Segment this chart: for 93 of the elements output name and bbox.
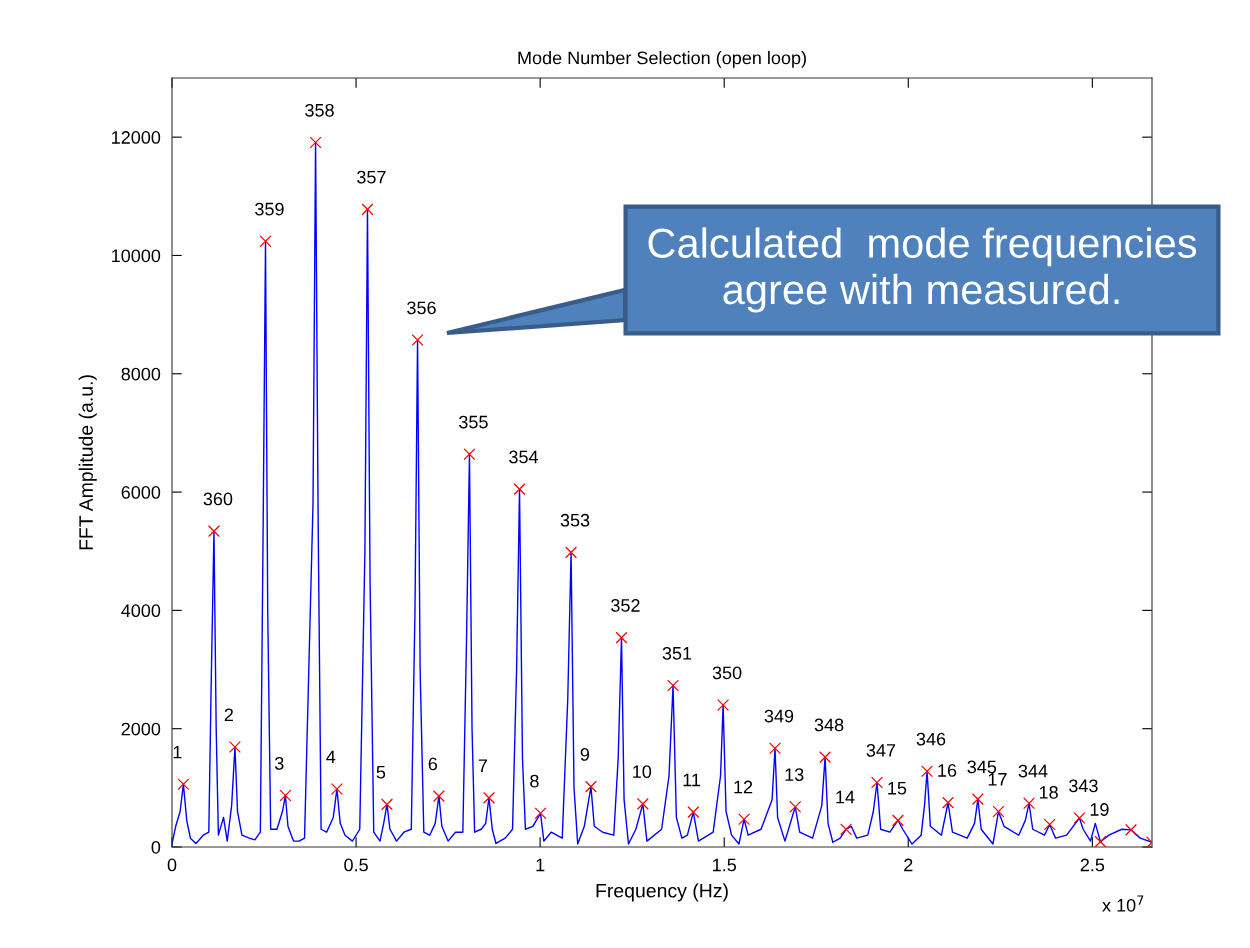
annotation: 18 <box>1039 785 1058 799</box>
point <box>513 483 526 496</box>
annotation: 359 <box>255 202 284 216</box>
annotation: 354 <box>509 450 539 464</box>
point <box>380 798 393 811</box>
annotation: 352 <box>611 599 640 612</box>
annotation: 351 <box>662 646 692 660</box>
point <box>1125 823 1138 836</box>
x-tick-label: 0 <box>167 858 177 872</box>
point <box>687 806 700 819</box>
annotation: 11 <box>683 773 701 787</box>
y-tick-label: 8000 <box>121 367 161 381</box>
point <box>361 203 374 216</box>
point <box>921 765 934 778</box>
point <box>432 790 445 803</box>
point <box>738 813 751 826</box>
point <box>411 334 424 347</box>
annotation: 12 <box>734 780 753 794</box>
annotation: 10 <box>633 765 652 779</box>
point <box>769 742 782 755</box>
y-tick-label: 2000 <box>121 722 161 736</box>
annotation: Calculated mode frequencies agree with measured. <box>648 227 1197 313</box>
x-tick-label: 1.5 <box>713 858 737 872</box>
annotation: 350 <box>712 666 742 680</box>
annotation: 347 <box>866 743 896 757</box>
point <box>971 793 984 806</box>
y-tick-label: 0 <box>151 840 161 854</box>
annotation: 3 <box>274 756 284 770</box>
point <box>615 631 628 644</box>
point <box>565 546 578 559</box>
point <box>870 776 883 789</box>
annotation: 344 <box>1018 764 1048 778</box>
y-axis-title: FFT Amplitude (a.u.) <box>78 375 97 550</box>
point <box>330 783 343 796</box>
point <box>1023 797 1036 810</box>
point <box>717 699 730 712</box>
annotation: 353 <box>560 513 590 527</box>
x-tick-label: 2.5 <box>1080 858 1105 872</box>
annotation: 16 <box>938 764 957 777</box>
point <box>667 679 680 692</box>
point <box>228 741 241 754</box>
y-tick-label: 4000 <box>121 604 161 618</box>
point <box>942 796 955 809</box>
annotation: 355 <box>459 415 488 429</box>
point <box>789 800 802 813</box>
annotation: 8 <box>530 774 539 788</box>
annotation: 1 <box>173 745 182 759</box>
annotation: 7 <box>478 759 487 772</box>
annotation: 349 <box>764 709 794 723</box>
annotation: 14 <box>836 790 855 804</box>
point <box>1094 835 1107 847</box>
annotation: 19 <box>1090 803 1109 816</box>
annotation: 4 <box>326 750 336 764</box>
y-tick-label: 6000 <box>121 486 161 499</box>
point <box>636 797 649 810</box>
point <box>463 448 476 461</box>
y-tick-label: 10000 <box>112 249 161 263</box>
annotation: 348 <box>814 718 844 732</box>
point <box>207 525 220 538</box>
point <box>259 235 272 248</box>
annotation: 357 <box>357 170 386 184</box>
annotation: 346 <box>916 732 946 746</box>
point <box>482 791 495 804</box>
point <box>534 807 547 820</box>
annotation: 358 <box>305 103 334 117</box>
annotation: 6 <box>428 757 438 771</box>
annotation: 13 <box>785 768 804 781</box>
chart-title: Mode Number Selection (open loop) <box>518 51 806 68</box>
point <box>1073 812 1086 825</box>
annotation: 9 <box>580 748 590 761</box>
point <box>819 751 832 764</box>
annotation: 360 <box>203 492 233 506</box>
annotation: 356 <box>407 301 436 315</box>
point <box>840 823 853 836</box>
annotation: 345 <box>967 760 997 774</box>
point <box>279 789 292 802</box>
x-tick-label: 0.5 <box>344 858 368 872</box>
text: x 10$^{7}$ <box>1102 895 1144 912</box>
y-tick-label: 12000 <box>112 131 161 144</box>
annotation: 343 <box>1069 779 1098 793</box>
annotation: 15 <box>888 781 907 795</box>
point <box>309 136 322 149</box>
annotation: 17 <box>988 773 1007 786</box>
point <box>584 780 597 793</box>
x-axis-title: Frequency (Hz) <box>596 883 728 902</box>
point <box>1043 818 1056 831</box>
x-tick-label: 1 <box>536 858 545 872</box>
point <box>992 805 1005 818</box>
point <box>891 814 904 827</box>
annotation: 5 <box>376 766 386 779</box>
annotation: 2 <box>224 708 233 722</box>
x-tick-label: 2 <box>904 858 913 872</box>
point <box>177 778 190 791</box>
